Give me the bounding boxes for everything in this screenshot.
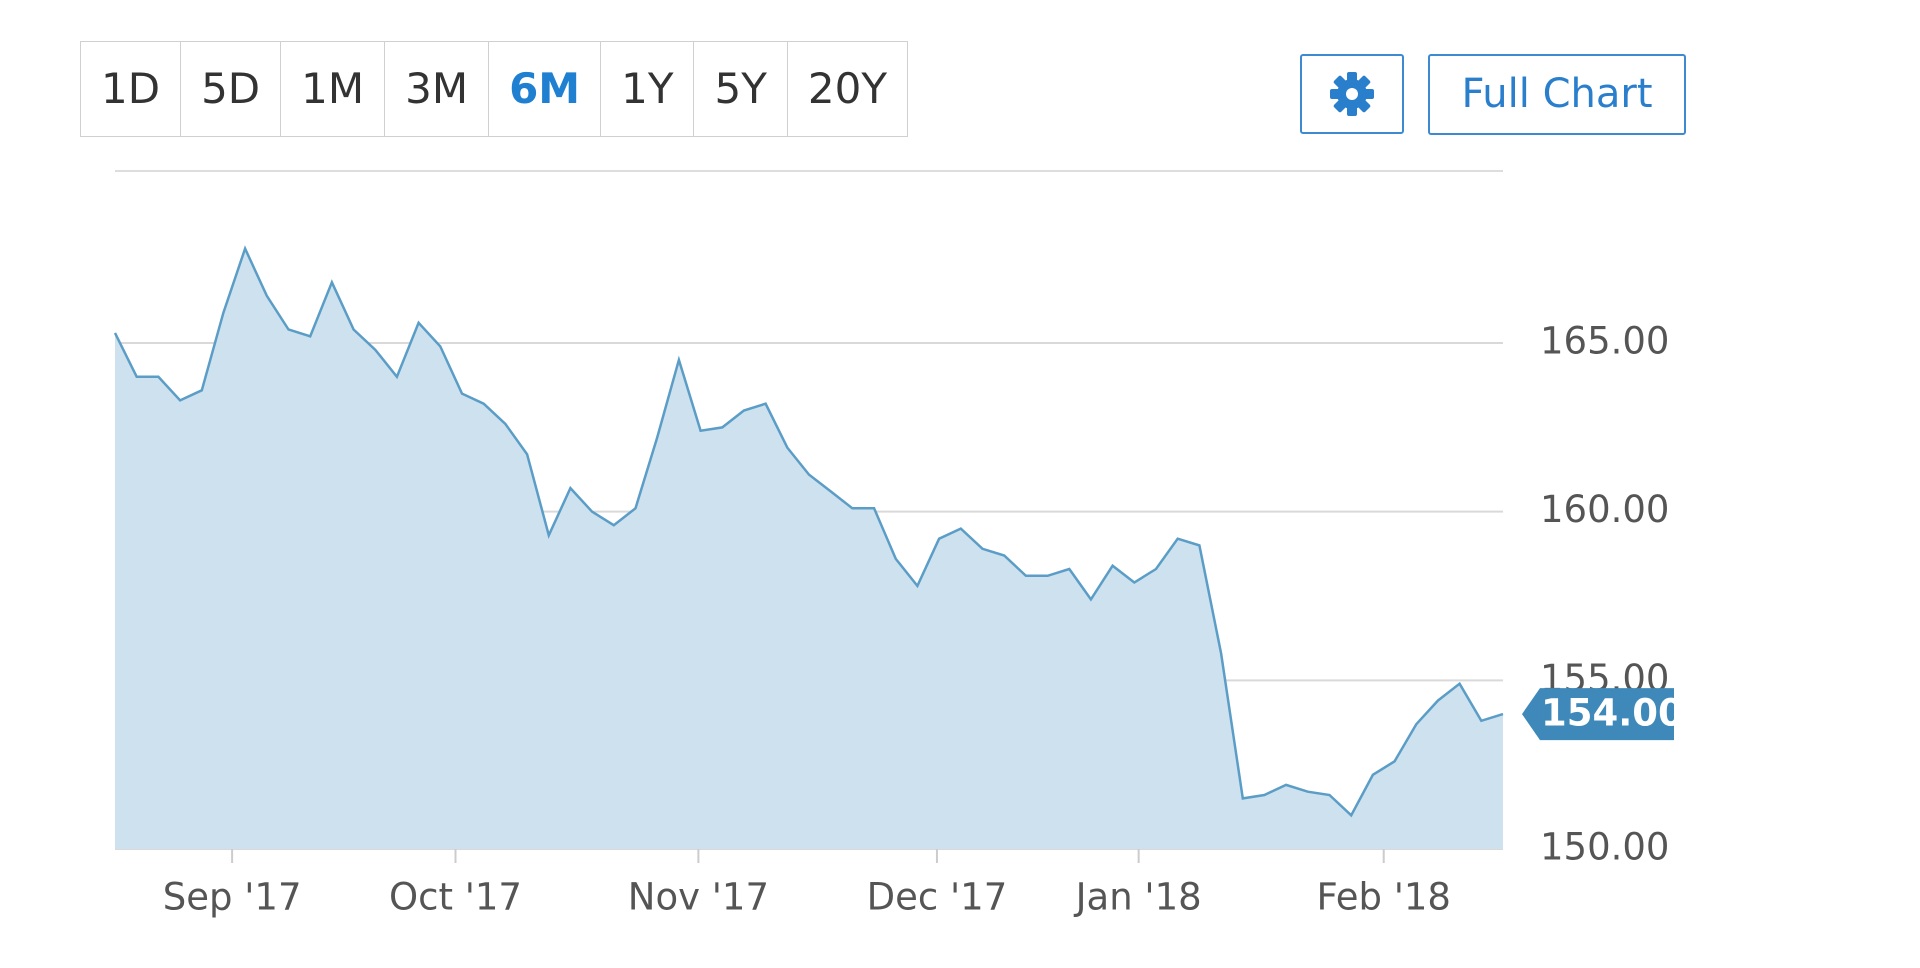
range-button[interactable]: 6M [488,42,600,136]
range-buttons: 1D 5D 1M 3M 6M 1Y 5Y 20Y [80,41,908,137]
line [113,245,1504,818]
area [115,248,1503,850]
last-price-label: 154.00 [1541,692,1684,735]
x-tick-label: Oct '17 [389,876,522,919]
x-tick-label: Sep '17 [163,876,302,919]
range-button[interactable]: 3M [384,42,488,136]
last-price-tag [1522,688,1674,741]
full-chart-button[interactable]: Full Chart [1428,54,1686,135]
settings-button[interactable] [1300,54,1404,134]
range-button[interactable]: 1D [101,64,161,113]
x-tick-label: Jan '18 [1074,876,1202,919]
y-tick-label: 160.00 [1540,488,1669,531]
x-tick-label: Feb '18 [1316,876,1451,919]
range-button[interactable]: 1Y [600,42,693,136]
range-button[interactable]: 20Y [786,42,907,136]
y-tick-label: 165.00 [1540,320,1669,363]
range-button[interactable]: 5D [180,42,280,136]
gear-icon [1330,72,1374,116]
range-button[interactable]: 1M [280,42,384,136]
y-tick-label: 150.00 [1540,826,1669,869]
x-tick-label: Nov '17 [628,876,769,919]
range-button[interactable]: 5Y [693,42,786,136]
x-tick-label: Dec '17 [867,876,1008,919]
